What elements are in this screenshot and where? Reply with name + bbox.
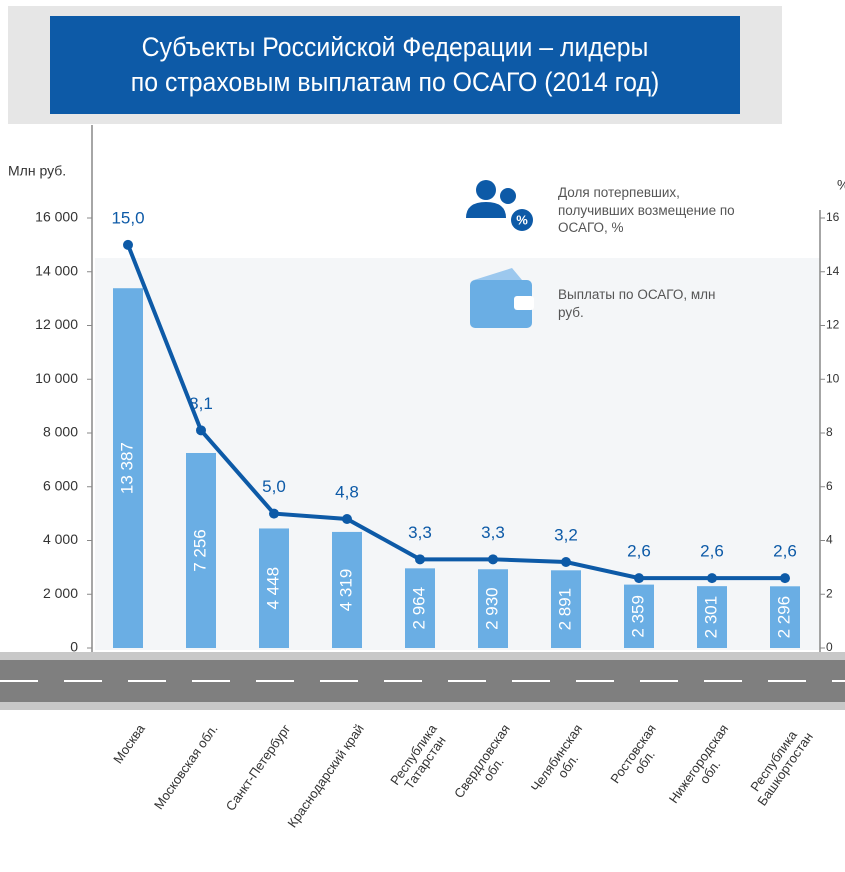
y-tick-label: 14 000 <box>35 262 78 278</box>
bar-value-label: 4 319 <box>336 569 355 612</box>
line-value-label: 8,1 <box>189 394 213 413</box>
legend-entry: Доля потерпевших, получивших возмещение … <box>558 184 748 237</box>
bar-value-label: 4 448 <box>263 567 282 610</box>
bar-value-label: 2 891 <box>555 588 574 631</box>
line-value-label: 5,0 <box>262 477 286 496</box>
y-tick-label: 12 000 <box>35 316 78 332</box>
y-tick-label: 0 <box>70 639 78 655</box>
legend-entry: Выплаты по ОСАГО, млн руб. <box>558 286 728 321</box>
line-value-label: 15,0 <box>111 208 144 227</box>
y2-tick-label: 16 <box>826 210 840 224</box>
line-value-label: 3,3 <box>481 523 505 542</box>
y-tick-label: 6 000 <box>43 477 78 493</box>
y-tick-label: 2 000 <box>43 585 78 601</box>
chart-title: Субъекты Российской Федерации – лидеры п… <box>50 16 740 114</box>
y2-tick-label: 10 <box>826 371 840 385</box>
bar-value-label: 2 296 <box>774 596 793 639</box>
line-value-label: 3,3 <box>408 523 432 542</box>
y2-tick-label: 8 <box>826 425 833 439</box>
line-point <box>123 240 133 250</box>
line-point <box>415 554 425 564</box>
line-point <box>342 514 352 524</box>
page: Млн руб. % % 0 2 000 4 000 6 000 8 000 10 000… <box>0 0 845 872</box>
line-value-label: 4,8 <box>335 482 359 501</box>
line-point <box>634 573 644 583</box>
y-tick-label: 4 000 <box>43 531 78 547</box>
line-value-label: 2,6 <box>700 542 724 561</box>
y2-tick-label: 12 <box>826 318 840 332</box>
line-point <box>488 554 498 564</box>
y2-axis-label: % <box>837 177 845 193</box>
y2-tick-label: 14 <box>826 264 840 278</box>
line-point <box>780 573 790 583</box>
bar-value-label: 2 930 <box>482 587 501 630</box>
y-tick-label: 8 000 <box>43 424 78 440</box>
bar-value-label: 2 964 <box>409 587 428 630</box>
line-point <box>269 509 279 519</box>
y-tick-label: 16 000 <box>35 209 78 225</box>
svg-text:%: % <box>516 212 528 227</box>
title-frame: Субъекты Российской Федерации – лидеры п… <box>8 6 782 124</box>
y2-tick-label: 4 <box>826 533 833 547</box>
line-point <box>561 557 571 567</box>
bar-value-label: 2 301 <box>701 596 720 639</box>
bar-value-label: 7 256 <box>190 529 209 572</box>
bar-value-label: 2 359 <box>628 595 647 638</box>
bar-value-label: 13 387 <box>117 442 136 494</box>
y-tick-label: 10 000 <box>35 370 78 386</box>
line-value-label: 2,6 <box>627 542 651 561</box>
line-point <box>707 573 717 583</box>
line-value-label: 3,2 <box>554 525 578 544</box>
line-value-label: 2,6 <box>773 542 797 561</box>
line-point <box>196 425 206 435</box>
y2-tick-label: 2 <box>826 586 833 600</box>
y2-tick-label: 0 <box>826 640 833 654</box>
y2-tick-label: 6 <box>826 479 833 493</box>
y-axis-label: Млн руб. <box>8 163 66 179</box>
legend-icon-people: % <box>466 180 533 231</box>
